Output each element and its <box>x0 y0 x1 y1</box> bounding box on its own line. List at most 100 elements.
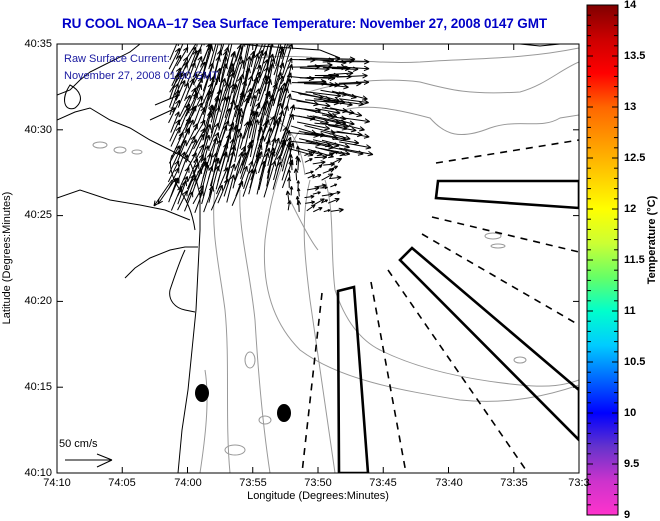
coastline-north <box>57 44 141 96</box>
current-vector <box>248 94 257 125</box>
isobath-contours <box>92 47 579 473</box>
y-tick-label: 40:20 <box>24 295 52 307</box>
y-axis-label: Latitude (Degrees:Minutes) <box>1 191 13 325</box>
colorbar-tick-label: 13 <box>624 101 637 113</box>
current-vector <box>258 152 270 191</box>
current-vector <box>232 151 244 189</box>
current-vector <box>176 139 187 163</box>
axis-tick-marks <box>56 43 580 474</box>
current-vector <box>267 44 273 68</box>
current-vector <box>208 44 221 77</box>
current-vector <box>296 180 300 189</box>
current-vector <box>153 179 173 207</box>
current-vector <box>296 100 331 109</box>
current-vector <box>320 186 328 190</box>
current-vector <box>304 158 313 163</box>
figure-title: RU COOL NOAA–17 Sea Surface Temperature:… <box>62 16 547 31</box>
current-vector <box>226 174 236 203</box>
current-vector <box>272 161 283 190</box>
current-vector <box>320 130 351 141</box>
current-vector <box>149 107 177 121</box>
current-vector <box>280 57 293 84</box>
current-vector <box>263 79 273 107</box>
current-vector <box>191 84 203 108</box>
current-vector <box>322 168 335 174</box>
current-vector <box>249 111 260 149</box>
current-vector <box>337 65 370 72</box>
isobath-line <box>239 189 271 473</box>
current-vector <box>315 108 341 115</box>
colorbar-tick-label: 10 <box>624 407 637 419</box>
colorbar-tick-label: 11.5 <box>624 254 645 266</box>
coastline <box>57 44 561 473</box>
current-vector <box>176 151 186 173</box>
colorbar-tick-label: 12.5 <box>624 152 646 164</box>
isobath-line <box>213 189 231 473</box>
current-vector <box>223 44 230 60</box>
x-tick-label: 73:45 <box>369 477 397 489</box>
current-vector <box>175 72 186 94</box>
current-vector <box>263 44 270 60</box>
current-vector <box>306 204 316 212</box>
current-vector <box>338 98 369 105</box>
dashed-line <box>431 216 579 253</box>
colorbar-tick-label: 10.5 <box>624 356 646 368</box>
current-vector <box>239 97 250 131</box>
coastline-li <box>239 44 341 59</box>
current-vector <box>312 160 326 166</box>
x-tick-label: 73:40 <box>435 477 463 489</box>
current-vector <box>177 176 189 197</box>
current-vector <box>296 200 302 212</box>
current-vector <box>280 72 292 103</box>
current-vector <box>312 191 321 195</box>
current-vector <box>321 192 334 197</box>
current-vector <box>330 207 344 213</box>
colorbar-tick-label: 13.5 <box>624 50 646 62</box>
current-vector <box>336 130 370 139</box>
current-vector <box>339 147 374 157</box>
y-tick-label: 40:30 <box>24 124 52 136</box>
isobath-line <box>263 129 579 402</box>
current-vector <box>279 105 289 132</box>
current-vector <box>177 154 189 180</box>
current-vector <box>257 44 266 69</box>
current-vector <box>225 44 233 69</box>
current-vector <box>208 132 220 157</box>
current-vector <box>338 79 370 86</box>
current-vector <box>328 157 343 166</box>
current-vector <box>231 180 244 206</box>
current-vector <box>210 96 220 134</box>
dashed-line <box>435 139 579 164</box>
current-vector <box>307 174 316 179</box>
colorbar-label: Temperature (°C) <box>646 195 658 285</box>
colorbar-tick-label: 11 <box>624 305 636 317</box>
current-vector <box>234 132 243 163</box>
current-vector <box>280 87 289 117</box>
current-vector <box>241 67 251 101</box>
current-vector <box>289 186 294 196</box>
scale-arrow <box>65 453 113 468</box>
current-vector <box>339 141 372 150</box>
current-vector <box>183 119 194 140</box>
current-vector <box>305 200 316 205</box>
current-vector <box>255 44 264 60</box>
current-vector <box>287 200 292 211</box>
current-vector <box>266 151 276 187</box>
current-vector <box>223 163 236 197</box>
current-vector <box>321 139 350 149</box>
current-vector <box>250 44 258 68</box>
current-vector <box>331 190 341 195</box>
current-vector <box>337 109 363 118</box>
isobath-patch <box>490 243 506 249</box>
y-tick-label: 40:25 <box>24 209 52 221</box>
current-vector <box>315 164 323 171</box>
current-vector <box>288 154 293 166</box>
current-vector <box>336 122 365 132</box>
x-tick-label: 74:10 <box>43 477 71 489</box>
colorbar-tick-label: 12 <box>624 203 637 215</box>
current-vector <box>339 59 370 65</box>
scale-vector-label: 50 cm/s <box>59 438 98 450</box>
dashed-line <box>301 292 323 473</box>
current-vector <box>208 44 217 70</box>
